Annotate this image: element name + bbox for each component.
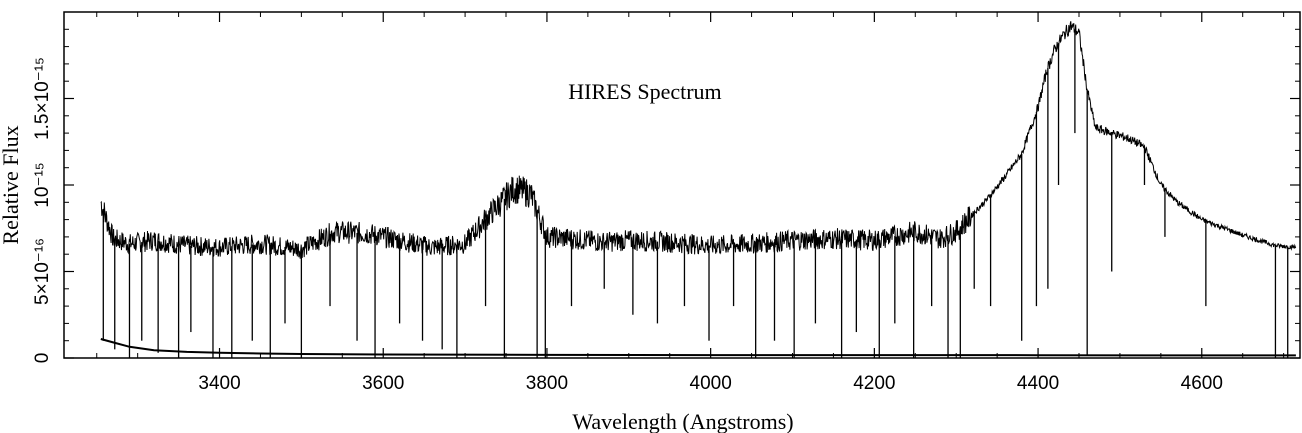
x-tick-label: 4200 [853, 373, 895, 394]
y-tick-label: 0 [32, 353, 53, 364]
flux-series-line [101, 21, 1296, 258]
y-tick-label: 1.5×10⁻¹⁵ [32, 57, 53, 140]
x-tick-label: 4000 [690, 373, 732, 394]
y-tick-label: 5×10⁻¹⁶ [32, 238, 53, 305]
plot-frame [64, 12, 1300, 358]
series-layer [101, 21, 1296, 358]
x-tick-label: 4600 [1181, 373, 1223, 394]
x-axis-ticks: 3400 3600 3800 4000 4200 4400 4600 [97, 12, 1284, 394]
chart-title-annotation: HIRES Spectrum [568, 79, 721, 104]
x-tick-label: 3400 [198, 373, 240, 394]
x-tick-label: 3600 [362, 373, 404, 394]
x-tick-label: 4400 [1017, 373, 1059, 394]
y-tick-label: 10⁻¹⁵ [32, 162, 53, 207]
y-axis-title: Relative Flux [0, 125, 23, 244]
x-tick-label: 3800 [526, 373, 568, 394]
x-axis-title: Wavelength (Angstroms) [572, 409, 793, 433]
error-series-line [101, 339, 1296, 355]
